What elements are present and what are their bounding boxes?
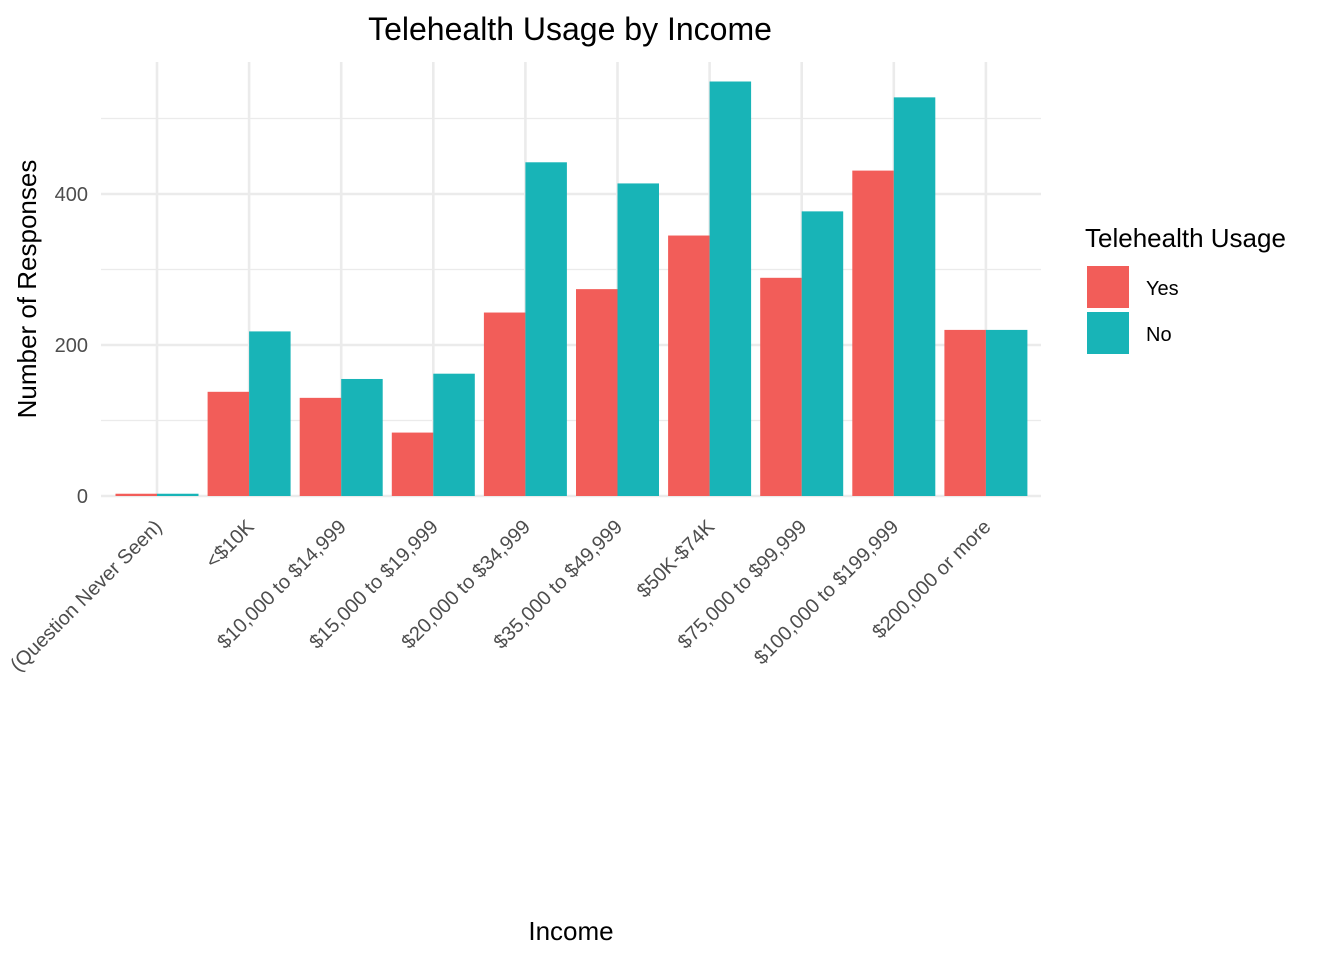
y-tick-label: 0: [77, 486, 88, 508]
bar-yes: [576, 289, 618, 496]
x-axis-ticks: (Question Never Seen) <$10K$10,000 to $14…: [6, 516, 995, 677]
bar-no: [157, 493, 199, 496]
bar-no: [893, 97, 936, 497]
bars: [115, 81, 1028, 497]
y-axis-ticks: 0 200 400: [55, 184, 88, 508]
chart-title: Telehealth Usage by Income: [368, 11, 772, 47]
bar-no: [341, 378, 383, 496]
bar-yes: [207, 391, 250, 496]
legend-key-yes: [1087, 266, 1129, 308]
legend-title: Telehealth Usage: [1085, 223, 1286, 253]
y-tick-label: 400: [55, 184, 88, 206]
x-tick-label: $50K-$74K: [633, 516, 720, 603]
x-axis-label: Income: [528, 916, 613, 946]
bar-no: [985, 329, 1028, 496]
bar-yes: [760, 277, 802, 496]
bar-no: [525, 162, 567, 497]
y-tick-label: 200: [55, 335, 88, 357]
bar-no: [617, 183, 659, 496]
bar-no: [249, 331, 291, 496]
legend-key-no: [1087, 312, 1129, 354]
legend: Telehealth Usage Yes No: [1085, 223, 1286, 354]
x-tick-label: <$10K: [202, 516, 259, 573]
bar-no: [433, 373, 475, 496]
bar-yes: [299, 397, 342, 496]
bar-no: [709, 81, 752, 496]
bar-yes: [668, 235, 710, 496]
bar-yes: [391, 432, 434, 496]
bar-yes: [944, 329, 986, 496]
bar-yes: [852, 170, 894, 496]
x-tick-label: (Question Never Seen): [6, 516, 166, 676]
bar-yes: [483, 312, 526, 496]
legend-label-yes: Yes: [1146, 278, 1179, 300]
legend-label-no: No: [1146, 324, 1172, 346]
y-axis-label: Number of Responses: [12, 160, 42, 419]
bar-yes: [115, 493, 157, 496]
bar-no: [801, 211, 844, 497]
